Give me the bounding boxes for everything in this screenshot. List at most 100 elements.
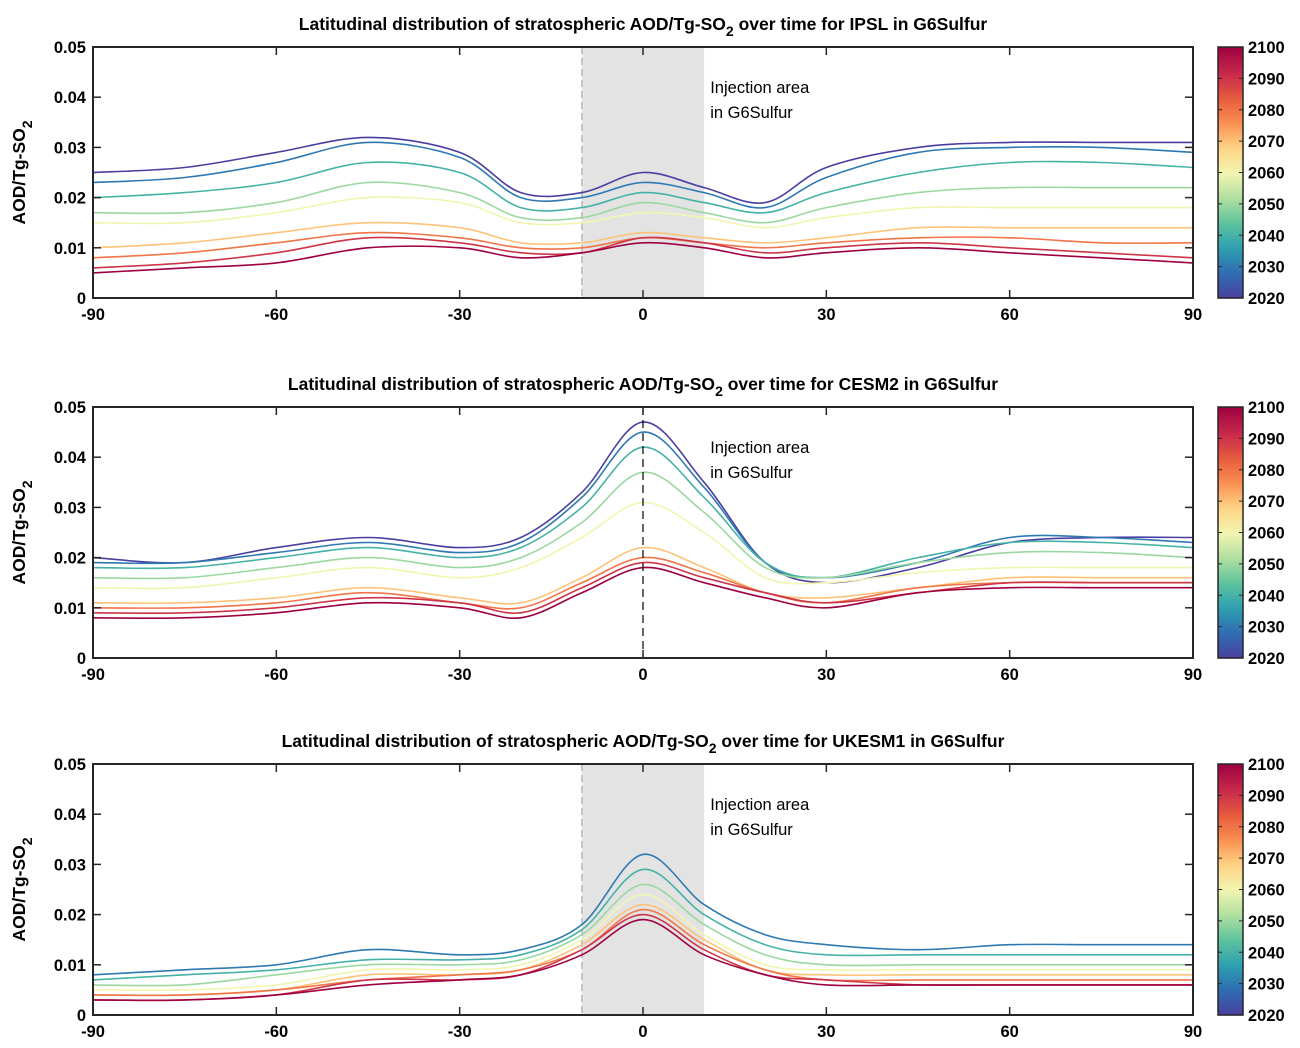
colorbar-segment bbox=[1218, 811, 1243, 815]
colorbar-segment bbox=[1218, 491, 1243, 496]
colorbar-segment bbox=[1218, 181, 1243, 186]
colorbar-segment bbox=[1218, 551, 1243, 556]
colorbar-segment bbox=[1218, 767, 1243, 771]
colorbar-tick-label: 2070 bbox=[1248, 850, 1285, 868]
colorbar-segment bbox=[1218, 47, 1243, 51]
colorbar-segment bbox=[1218, 178, 1243, 183]
colorbar-segment bbox=[1218, 961, 1243, 966]
panel-title-tail: over time for UKESM1 in G6Sulfur bbox=[717, 731, 1005, 751]
colorbar-segment bbox=[1218, 141, 1243, 145]
colorbar-tick-label: 2040 bbox=[1248, 227, 1285, 245]
colorbar-segment bbox=[1218, 886, 1243, 891]
colorbar-segment bbox=[1218, 257, 1243, 261]
y-tick-label: 0.02 bbox=[54, 550, 86, 568]
colorbar-segment bbox=[1218, 444, 1243, 449]
colorbar-segment bbox=[1218, 134, 1243, 139]
colorbar-segment bbox=[1218, 501, 1243, 505]
colorbar-segment bbox=[1218, 789, 1243, 793]
colorbar-tick-label: 2060 bbox=[1248, 882, 1285, 900]
colorbar-segment bbox=[1218, 999, 1243, 1004]
colorbar-segment bbox=[1218, 1002, 1243, 1007]
colorbar-segment bbox=[1218, 801, 1243, 806]
colorbar-segment bbox=[1218, 159, 1243, 164]
colorbar-segment bbox=[1218, 81, 1243, 86]
colorbar-segment bbox=[1218, 109, 1243, 114]
colorbar-segment bbox=[1218, 952, 1243, 956]
y-tick-label: 0.03 bbox=[54, 499, 86, 517]
panel-title-main: Latitudinal distribution of stratospheri… bbox=[299, 14, 726, 34]
colorbar-segment bbox=[1218, 614, 1243, 618]
colorbar-segment bbox=[1218, 902, 1243, 906]
colorbar-tick-label: 2100 bbox=[1248, 39, 1285, 57]
colorbar-segment bbox=[1218, 598, 1243, 603]
colorbar-segment bbox=[1218, 848, 1243, 853]
colorbar-segment bbox=[1218, 579, 1243, 584]
colorbar-segment bbox=[1218, 460, 1243, 465]
colorbar-segment bbox=[1218, 795, 1243, 800]
colorbar-segment bbox=[1218, 977, 1243, 982]
colorbar-segment bbox=[1218, 939, 1243, 944]
colorbar-segment bbox=[1218, 238, 1243, 243]
colorbar-segment bbox=[1218, 592, 1243, 596]
colorbar-segment bbox=[1218, 607, 1243, 612]
colorbar-segment bbox=[1218, 529, 1243, 534]
y-tick-label: 0 bbox=[77, 1007, 86, 1025]
colorbar-segment bbox=[1218, 563, 1243, 568]
colorbar-segment bbox=[1218, 285, 1243, 290]
colorbar-segment bbox=[1218, 911, 1243, 916]
injection-band bbox=[581, 764, 705, 1015]
colorbar-segment bbox=[1218, 100, 1243, 105]
colorbar-segment bbox=[1218, 782, 1243, 787]
y-tick-label: 0.05 bbox=[54, 756, 86, 774]
y-tick-label: 0.04 bbox=[54, 89, 87, 107]
colorbar-segment bbox=[1218, 56, 1243, 61]
x-tick-label: 0 bbox=[638, 666, 647, 684]
colorbar-segment bbox=[1218, 513, 1243, 518]
colorbar-segment bbox=[1218, 1011, 1243, 1016]
colorbar-segment bbox=[1218, 166, 1243, 170]
colorbar-segment bbox=[1218, 425, 1243, 430]
y-tick-label: 0.01 bbox=[54, 600, 86, 618]
colorbar-segment bbox=[1218, 194, 1243, 199]
colorbar-segment bbox=[1218, 516, 1243, 521]
colorbar-segment bbox=[1218, 169, 1243, 174]
colorbar-segment bbox=[1218, 185, 1243, 189]
series-line-2030 bbox=[93, 431, 1193, 579]
colorbar-segment bbox=[1218, 560, 1243, 565]
colorbar-segment bbox=[1218, 94, 1243, 98]
colorbar-segment bbox=[1218, 636, 1243, 640]
colorbar-segment bbox=[1218, 210, 1243, 214]
colorbar-segment bbox=[1218, 232, 1243, 236]
colorbar-segment bbox=[1218, 898, 1243, 903]
colorbar-segment bbox=[1218, 980, 1243, 985]
colorbar-segment bbox=[1218, 989, 1243, 994]
series-line-2040 bbox=[93, 160, 1193, 214]
x-tick-label: -60 bbox=[264, 1023, 288, 1041]
colorbar-segment bbox=[1218, 407, 1243, 411]
colorbar-tick-label: 2050 bbox=[1248, 556, 1285, 574]
colorbar-segment bbox=[1218, 263, 1243, 268]
colorbar-tick-label: 2100 bbox=[1248, 399, 1285, 417]
series-line-2070 bbox=[93, 546, 1193, 605]
colorbar-segment bbox=[1218, 651, 1243, 656]
x-tick-label: 30 bbox=[817, 306, 835, 324]
colorbar-segment bbox=[1218, 200, 1243, 205]
colorbar-segment bbox=[1218, 986, 1243, 991]
colorbar-segment bbox=[1218, 416, 1243, 421]
colorbar-segment bbox=[1218, 804, 1243, 809]
colorbar-segment bbox=[1218, 497, 1243, 502]
colorbar-segment bbox=[1218, 112, 1243, 117]
colorbar-segment bbox=[1218, 967, 1243, 972]
colorbar-tick-label: 2080 bbox=[1248, 819, 1285, 837]
colorbar-segment bbox=[1218, 626, 1243, 631]
panel-ukesm1: Latitudinal distribution of stratospheri… bbox=[9, 731, 1285, 1041]
y-tick-label: 0.02 bbox=[54, 190, 86, 208]
series-line-2070 bbox=[93, 221, 1193, 249]
colorbar-segment bbox=[1218, 53, 1243, 58]
colorbar-segment bbox=[1218, 610, 1243, 615]
colorbar-segment bbox=[1218, 770, 1243, 775]
y-tick-label: 0.01 bbox=[54, 240, 86, 258]
colorbar-segment bbox=[1218, 823, 1243, 828]
series-line-2030 bbox=[93, 853, 1193, 976]
colorbar-segment bbox=[1218, 523, 1243, 527]
